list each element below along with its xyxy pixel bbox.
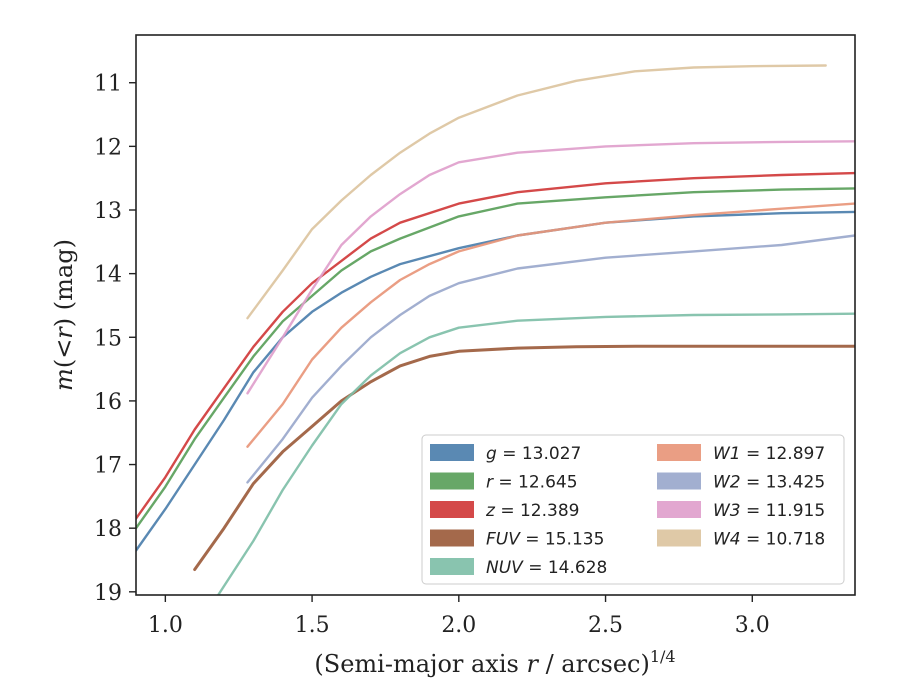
- legend-label-fuv: FUV = 15.135: [486, 530, 604, 550]
- legend-swatch-w2: [657, 472, 701, 490]
- series-line-w2: [246, 234, 855, 484]
- y-tick-label: 14: [94, 263, 122, 288]
- legend-swatch-r: [430, 472, 474, 490]
- x-tick-label: 2.5: [588, 613, 623, 638]
- series-line-w1: [246, 202, 855, 448]
- x-tick-label: 2.0: [441, 613, 476, 638]
- legend-swatch-nuv: [430, 558, 474, 575]
- legend-swatch-w1: [657, 444, 701, 461]
- plot-frame: [135, 34, 856, 596]
- y-tick-label: 17: [94, 454, 122, 479]
- x-axis-label: (Semi-major axis r / arcsec)1/4: [314, 647, 675, 678]
- legend-label-w4: W4 = 10.718: [713, 530, 825, 550]
- x-tick-label: 1.0: [148, 613, 183, 638]
- legend: g = 13.027 r = 12.645 z = 12.389 FUV = 15.1…: [421, 434, 845, 585]
- legend-label-z: z = 12.389: [485, 501, 579, 521]
- x-axis: 1.0 1.5 2.0 2.5 3.0: [148, 595, 770, 638]
- y-tick-label: 11: [94, 72, 122, 97]
- legend-label-w3: W3 = 11.915: [713, 501, 825, 521]
- legend-label-w2: W2 = 13.425: [713, 473, 825, 493]
- legend-swatch-fuv: [430, 529, 474, 547]
- legend-label-w1: W1 = 12.897: [713, 444, 825, 464]
- legend-swatch-z: [430, 501, 474, 518]
- y-tick-label: 18: [94, 517, 122, 542]
- legend-swatch-g: [430, 444, 474, 461]
- series-line-z: [136, 171, 855, 520]
- series-line-w4: [246, 64, 827, 320]
- y-tick-label: 13: [94, 199, 122, 224]
- legend-label-nuv: NUV = 14.628: [486, 558, 607, 578]
- legend-box: [421, 434, 845, 585]
- series-line-nuv: [217, 312, 855, 595]
- y-axis: 11 12 13 14 15 16 17 18 19: [94, 72, 136, 606]
- legend-swatch-w3: [657, 501, 701, 518]
- legend-swatch-w4: [657, 529, 701, 547]
- series-layer: [136, 64, 855, 595]
- y-axis-label: m(<r) (mag): [50, 239, 78, 391]
- y-tick-label: 19: [94, 581, 122, 606]
- y-tick-label: 15: [94, 326, 122, 351]
- series-line-r: [136, 187, 855, 530]
- series-line-fuv: [193, 344, 855, 571]
- series-line-w3: [246, 140, 855, 395]
- x-tick-label: 1.5: [295, 613, 330, 638]
- legend-label-g: g = 13.027: [486, 444, 581, 464]
- x-tick-label: 3.0: [735, 613, 770, 638]
- legend-label-r: r = 12.645: [486, 473, 578, 493]
- y-tick-label: 16: [94, 390, 122, 415]
- y-tick-label: 12: [94, 135, 122, 160]
